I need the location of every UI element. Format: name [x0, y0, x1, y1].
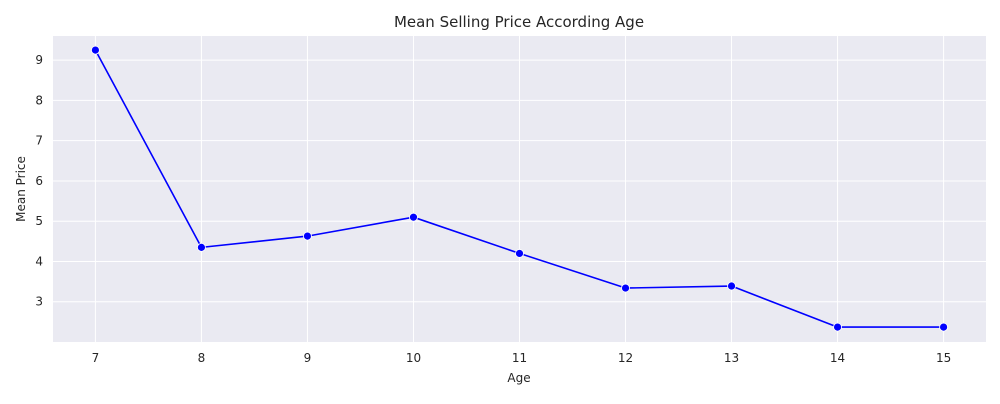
data-point	[727, 281, 736, 291]
x-tick-label: 12	[618, 351, 633, 365]
y-tick-label: 8	[35, 93, 43, 107]
grid	[53, 36, 986, 342]
data-point	[409, 212, 418, 222]
data-point	[939, 322, 948, 332]
x-tick-label: 13	[724, 351, 739, 365]
x-tick-label: 15	[936, 351, 951, 365]
x-tick-label: 14	[830, 351, 845, 365]
series	[91, 45, 948, 332]
data-point	[197, 242, 206, 252]
x-tick-label: 11	[512, 351, 527, 365]
chart-title: Mean Selling Price According Age	[394, 13, 644, 31]
y-axis-ticks: 3 4 5 6 7 8 9	[35, 53, 43, 309]
data-point	[303, 231, 312, 241]
y-tick-label: 6	[35, 174, 43, 188]
x-tick-label: 9	[304, 351, 312, 365]
data-point	[621, 283, 630, 293]
y-tick-label: 3	[35, 295, 43, 309]
y-tick-label: 4	[35, 254, 43, 268]
x-tick-label: 8	[198, 351, 206, 365]
y-tick-label: 5	[35, 214, 43, 228]
data-point	[515, 249, 524, 258]
data-point	[91, 45, 100, 55]
x-tick-label: 7	[92, 351, 100, 365]
y-tick-label: 9	[35, 53, 43, 67]
data-point	[833, 322, 842, 332]
x-axis-label: Age	[507, 371, 530, 385]
y-axis-label: Mean Price	[14, 156, 28, 222]
x-tick-label: 10	[406, 351, 421, 365]
y-tick-label: 7	[35, 134, 43, 148]
x-axis-ticks: 7 8 9 10 11 12 13 14 15	[92, 351, 952, 365]
